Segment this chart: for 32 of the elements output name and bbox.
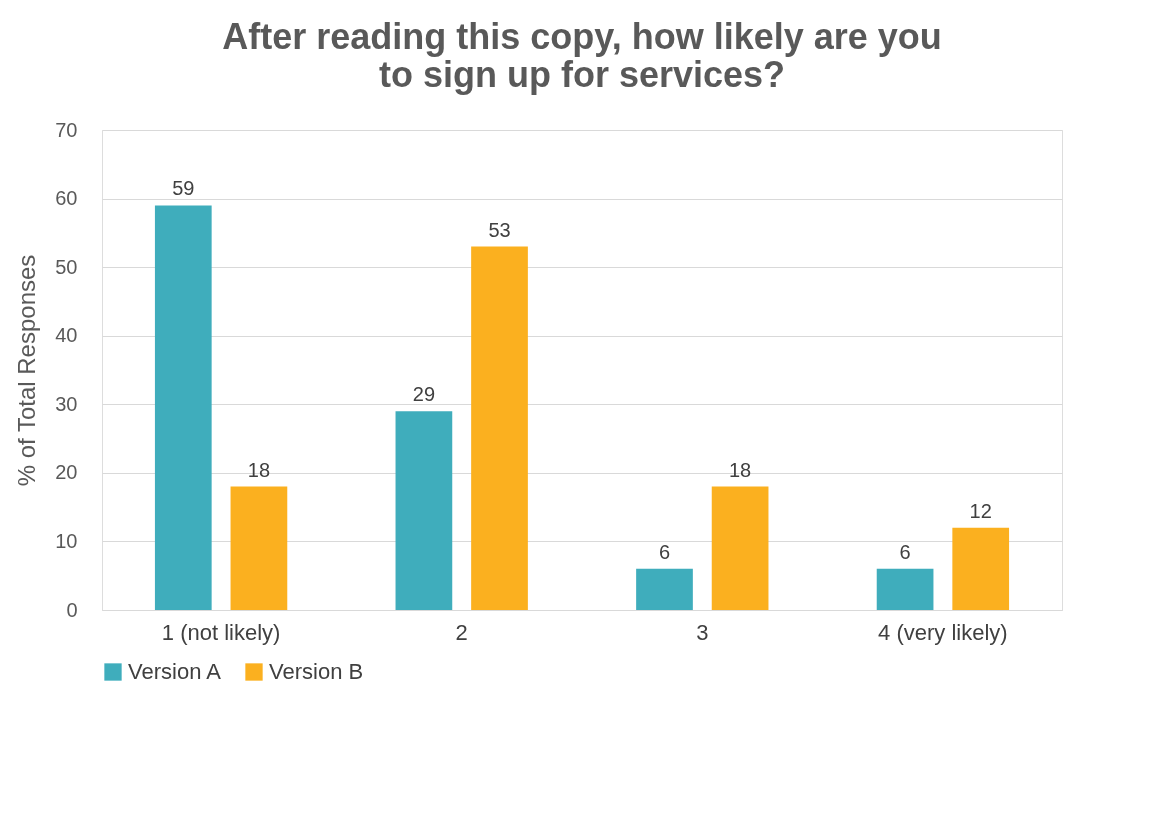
data-label: 6 bbox=[658, 540, 671, 563]
y-tick-label: 70 bbox=[55, 118, 78, 141]
y-tick-label: 30 bbox=[55, 392, 78, 415]
chart-title: After reading this copy, how likely are you to sign up for services? bbox=[222, 16, 942, 95]
bar bbox=[711, 486, 769, 610]
data-label: 29 bbox=[412, 383, 436, 406]
x-tick-label: 4 (very likely) bbox=[878, 619, 1008, 645]
data-label: 6 bbox=[899, 540, 911, 563]
y-tick-label: 0 bbox=[66, 598, 78, 621]
bar bbox=[876, 568, 934, 610]
x-tick-label: 1 (not likely) bbox=[161, 619, 281, 645]
bar bbox=[395, 411, 453, 610]
data-label: 59 bbox=[172, 177, 195, 200]
bar bbox=[154, 205, 212, 610]
y-tick-label: 50 bbox=[55, 255, 78, 278]
bar bbox=[230, 486, 288, 610]
y-tick-label: 20 bbox=[55, 461, 78, 484]
y-tick-label: 10 bbox=[55, 529, 78, 552]
data-label: 18 bbox=[728, 458, 752, 481]
bar bbox=[471, 246, 528, 610]
y-axis-title: % of Total Responses bbox=[13, 254, 41, 487]
y-tick-label: 40 bbox=[55, 324, 78, 347]
legend-label: Version B bbox=[269, 659, 364, 684]
bar bbox=[952, 527, 1010, 610]
data-label: 12 bbox=[969, 499, 992, 522]
bar bbox=[636, 568, 693, 610]
y-tick-label: 60 bbox=[55, 187, 78, 210]
x-tick-label: 2 bbox=[455, 619, 468, 645]
data-label: 53 bbox=[488, 218, 511, 241]
x-tick-label: 3 bbox=[696, 619, 709, 645]
data-label: 18 bbox=[247, 458, 271, 481]
legend-label: Version A bbox=[128, 659, 222, 684]
